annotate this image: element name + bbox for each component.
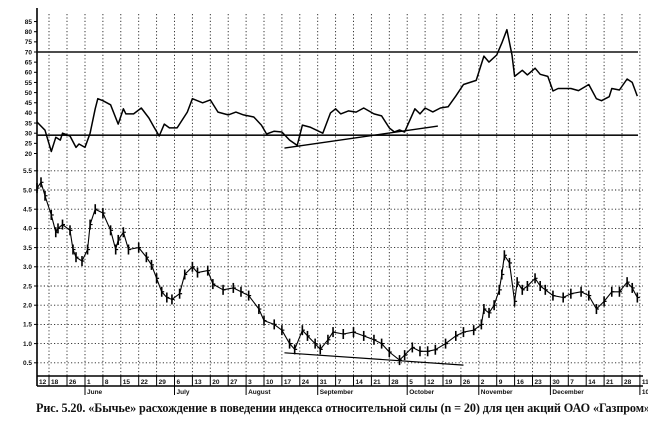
lower-y-tick-label: 3.0: [23, 264, 32, 271]
lower-y-tick-label: 5.0: [23, 187, 32, 194]
x-tick-label: 7: [570, 379, 574, 386]
lower-y-tick-label: 4.0: [23, 226, 32, 233]
figure-caption: Рис. 5.20. «Бычье» расхождение в поведен…: [36, 401, 648, 415]
x-tick-label: 13: [194, 379, 202, 386]
price-line: [36, 181, 638, 361]
x-tick-label: 21: [373, 379, 381, 386]
lower-y-tick-label: 1.0: [23, 341, 32, 348]
upper-y-tick-label: 50: [25, 90, 33, 97]
x-tick-label: 12: [427, 379, 435, 386]
x-tick-label: 30: [552, 379, 560, 386]
x-tick-label: 15: [123, 379, 131, 386]
x-tick-label: 11: [642, 379, 648, 386]
x-tick-label: 12: [39, 379, 47, 386]
x-tick-label: 29: [159, 379, 167, 386]
x-tick-label: 23: [535, 379, 543, 386]
lower-y-tick-label: 4.5: [23, 207, 32, 214]
x-tick-label: 28: [391, 379, 399, 386]
upper-y-tick-label: 25: [25, 141, 33, 148]
upper-y-tick-label: 20: [25, 151, 33, 158]
lower-y-tick-label: 5.5: [23, 168, 32, 175]
x-tick-label: 26: [69, 379, 77, 386]
upper-y-tick-label: 60: [25, 70, 33, 77]
upper-y-tick-label: 70: [25, 49, 33, 56]
month-label: June: [87, 389, 103, 396]
x-tick-label: 9: [499, 379, 503, 386]
x-tick-label: 20: [212, 379, 220, 386]
month-label: December: [552, 389, 584, 396]
month-label: August: [248, 389, 271, 396]
x-tick-label: 2: [481, 379, 485, 386]
lower-y-tick-label: 2.0: [23, 303, 32, 310]
upper-y-tick-label: 40: [25, 110, 33, 117]
x-tick-label: 31: [320, 379, 328, 386]
x-tick-label: 21: [606, 379, 614, 386]
month-label: October: [409, 389, 434, 396]
x-tick-label: 5: [409, 379, 413, 386]
lower-y-tick-label: 2.5: [23, 283, 32, 290]
x-tick-label: 8: [105, 379, 109, 386]
x-tick-label: 10: [266, 379, 274, 386]
x-tick-label: 28: [624, 379, 632, 386]
x-tick-label: 16: [517, 379, 525, 386]
x-tick-label: 7: [338, 379, 342, 386]
x-tick-label: 22: [141, 379, 149, 386]
x-tick-label: 27: [230, 379, 238, 386]
x-tick-label: 18: [51, 379, 59, 386]
upper-y-tick-label: 65: [25, 59, 33, 66]
rsi-divergence-trendline: [284, 125, 438, 149]
rsi-line: [36, 28, 639, 153]
x-tick-label: 14: [588, 379, 596, 386]
upper-y-tick-label: 75: [25, 39, 33, 46]
month-label: September: [320, 389, 354, 396]
lower-y-tick-label: 0.5: [23, 360, 32, 367]
upper-y-tick-label: 45: [25, 100, 33, 107]
upper-y-tick-label: 30: [25, 131, 33, 138]
x-tick-label: 6: [177, 379, 181, 386]
x-tick-label: 3: [248, 379, 252, 386]
x-tick-label: 14: [356, 379, 364, 386]
upper-y-tick-label: 35: [25, 120, 33, 127]
x-tick-label: 17: [284, 379, 292, 386]
upper-y-tick-label: 55: [25, 80, 33, 87]
x-tick-label: 26: [463, 379, 471, 386]
lower-y-tick-label: 3.5: [23, 245, 32, 252]
month-label: July: [177, 389, 190, 396]
upper-y-tick-label: 80: [25, 29, 33, 36]
x-tick-label: 24: [302, 379, 310, 386]
month-label: 100: [642, 389, 648, 396]
price-divergence-trendline: [284, 352, 464, 366]
x-tick-label: 19: [445, 379, 453, 386]
upper-y-tick-label: 85: [25, 19, 33, 26]
month-label: November: [481, 389, 513, 396]
x-tick-label: 1: [87, 379, 91, 386]
lower-y-tick-label: 1.5: [23, 322, 32, 329]
